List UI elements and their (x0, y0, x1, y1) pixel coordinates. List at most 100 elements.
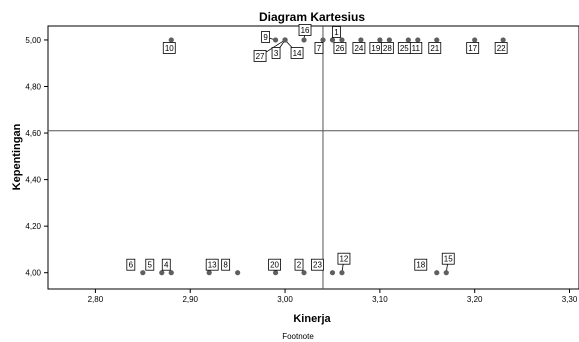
point-label: 9 (263, 33, 268, 42)
reference-lines (48, 26, 579, 289)
point-label: 7 (317, 44, 322, 53)
point-label: 14 (293, 49, 302, 58)
data-point (272, 270, 279, 276)
footnote: Footnote (282, 332, 314, 341)
x-axis-ticks: 2,80 2,90 3,00 3,10 3,20 3,30 (88, 289, 578, 304)
point-label-box (145, 258, 155, 271)
point-label: 8 (223, 261, 228, 270)
point-label-box (268, 258, 281, 271)
x-axis-label: Kinerja (293, 313, 331, 325)
point-label-box (314, 42, 324, 54)
y-tick-label: 5,00 (25, 36, 41, 45)
y-tick-label: 4,60 (25, 129, 41, 138)
point-label-box (311, 258, 324, 271)
data-point (339, 270, 345, 276)
point-label-box (337, 252, 351, 265)
x-tick-label: 3,30 (562, 295, 578, 304)
point-label-box (290, 47, 304, 59)
point-label: 20 (270, 261, 279, 270)
point-label: 2 (297, 261, 302, 270)
x-tick-label: 2,80 (88, 295, 104, 304)
point-label-box (397, 42, 411, 54)
point-label-box (261, 31, 270, 43)
data-point (358, 37, 364, 43)
point-label-box (294, 258, 304, 271)
data-point (405, 37, 411, 43)
data-point (301, 37, 307, 43)
point-label: 16 (301, 26, 310, 35)
point-label: 3 (274, 49, 279, 58)
point-label: 27 (256, 52, 265, 61)
data-point (272, 37, 279, 43)
point-label: 23 (313, 261, 322, 270)
point-label: 18 (416, 261, 425, 270)
point-label: 12 (339, 255, 348, 264)
point-label-box (162, 42, 176, 54)
y-tick-label: 4,20 (25, 222, 41, 231)
point-label: 1 (334, 28, 339, 37)
data-point (434, 37, 440, 43)
point-label: 6 (129, 261, 134, 270)
point-label: 5 (148, 261, 153, 270)
data-point (329, 270, 336, 276)
data-point (386, 37, 392, 43)
point-label-box (271, 47, 281, 59)
point-label: 4 (164, 261, 169, 270)
point-label-box (221, 258, 231, 271)
y-tick-label: 4,80 (25, 83, 41, 92)
data-point (235, 270, 241, 276)
point-label: 13 (208, 261, 217, 270)
point-label-box (414, 258, 428, 271)
data-point (443, 270, 449, 276)
label-leaders (259, 29, 449, 273)
point-label: 19 (371, 44, 380, 53)
data-point (377, 37, 383, 43)
point-label: 10 (165, 44, 174, 53)
x-tick-label: 2,90 (182, 295, 198, 304)
data-point (500, 37, 506, 43)
point-label: 25 (400, 44, 409, 53)
point-label-box (441, 252, 455, 265)
data-point (168, 270, 174, 276)
point-label: 26 (335, 44, 344, 53)
data-point (206, 270, 212, 276)
point-label-box (494, 42, 508, 54)
point-label-box (161, 258, 171, 271)
point-label-box (298, 24, 312, 36)
chart-title: Diagram Kartesius (259, 10, 365, 24)
point-label: 22 (497, 44, 506, 53)
data-point (329, 37, 336, 43)
data-point (434, 270, 440, 276)
data-point (159, 270, 165, 276)
point-label: 21 (430, 44, 439, 53)
point-label: 28 (383, 44, 392, 53)
point-label: 15 (444, 255, 453, 264)
y-axis-label: Kepentingan (11, 123, 23, 190)
point-label-box (205, 258, 219, 271)
x-tick-label: 3,00 (277, 295, 293, 304)
data-point (415, 37, 421, 43)
point-label: 17 (468, 44, 477, 53)
point-label: 24 (354, 44, 363, 53)
point-label-box (253, 50, 267, 62)
point-label-box (332, 26, 341, 38)
y-tick-label: 4,40 (25, 176, 41, 185)
x-tick-label: 3,20 (467, 295, 483, 304)
data-points (140, 37, 506, 276)
y-axis-ticks: 4,00 4,20 4,40 4,60 4,80 5,00 (25, 36, 48, 278)
x-tick-label: 3,10 (372, 295, 388, 304)
data-point (339, 37, 345, 43)
point-label-box (126, 258, 136, 271)
point-label-box (380, 42, 394, 54)
y-tick-label: 4,00 (25, 269, 41, 278)
point-label: 11 (412, 44, 421, 53)
data-point (472, 37, 478, 43)
point-label-box (352, 42, 366, 54)
point-label-box (466, 42, 480, 54)
data-point (320, 37, 326, 43)
data-point (301, 270, 307, 276)
plot-frame (47, 25, 579, 290)
data-point (282, 37, 288, 43)
